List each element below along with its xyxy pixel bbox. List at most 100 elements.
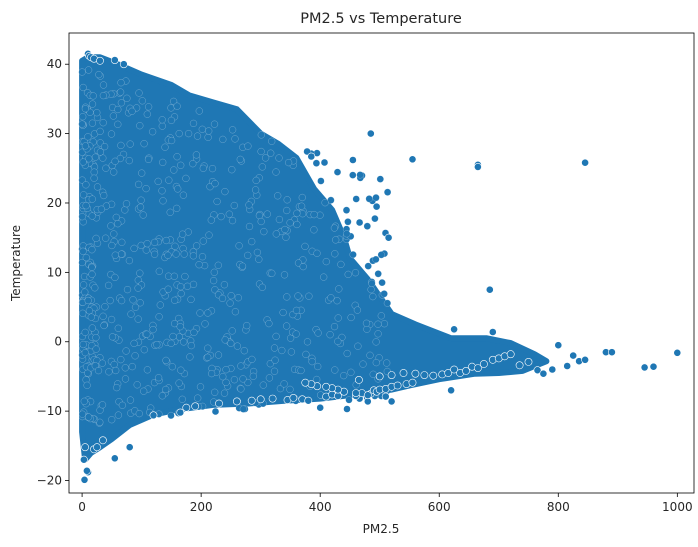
cloud-point xyxy=(79,158,87,166)
cloud-point xyxy=(112,366,120,375)
cloud-point xyxy=(82,253,90,262)
cloud-point xyxy=(226,299,234,307)
cloud-point xyxy=(78,68,86,76)
cloud-point xyxy=(302,350,310,359)
data-point xyxy=(375,372,384,381)
cloud-point xyxy=(150,250,159,258)
cloud-point xyxy=(303,147,311,156)
cloud-point xyxy=(208,164,217,173)
cloud-point xyxy=(372,338,380,346)
cloud-point xyxy=(380,320,389,328)
cloud-point xyxy=(327,294,335,302)
cloud-point xyxy=(110,360,118,369)
x-tick-label: 600 xyxy=(428,500,451,514)
cloud-point xyxy=(231,308,240,316)
data-point xyxy=(524,357,533,366)
cloud-point xyxy=(301,242,309,251)
cloud-point xyxy=(130,339,138,348)
cloud-point xyxy=(86,108,94,116)
cloud-point xyxy=(182,174,190,183)
cloud-point xyxy=(128,107,136,115)
cloud-point xyxy=(293,220,301,229)
chart-title: PM2.5 vs Temperature xyxy=(300,11,462,27)
cloud-point xyxy=(167,411,175,420)
cloud-point xyxy=(150,238,159,247)
cloud-point xyxy=(88,195,96,203)
cloud-point xyxy=(331,366,339,374)
x-axis-ticks: 0 200 400 600 800 1000 xyxy=(78,493,693,514)
cloud-point xyxy=(78,410,87,418)
data-point xyxy=(539,369,548,378)
data-point xyxy=(399,369,408,377)
cloud-point xyxy=(334,314,342,322)
data-point xyxy=(247,396,256,405)
cloud-point xyxy=(100,321,108,330)
data-point xyxy=(408,378,417,387)
cloud-point xyxy=(91,153,100,161)
cloud-point xyxy=(344,270,352,279)
cloud-point xyxy=(377,251,385,259)
cloud-point xyxy=(167,136,176,145)
cloud-point xyxy=(347,313,355,322)
cloud-point xyxy=(293,209,301,217)
cloud-point xyxy=(354,342,362,350)
cloud-point xyxy=(164,251,172,259)
cloud-point xyxy=(279,308,287,317)
cloud-point xyxy=(142,184,150,193)
cloud-point xyxy=(278,346,286,355)
cloud-point xyxy=(100,142,109,151)
cloud-point xyxy=(187,295,195,304)
cloud-point xyxy=(286,219,294,227)
cloud-point xyxy=(204,133,212,141)
cloud-point xyxy=(111,273,119,282)
cloud-point xyxy=(164,285,172,293)
cloud-point xyxy=(283,196,291,204)
cloud-point xyxy=(172,250,180,258)
cloud-point xyxy=(374,330,382,338)
data-point xyxy=(608,348,616,357)
cloud-point xyxy=(237,362,245,370)
cloud-point xyxy=(92,345,100,353)
cloud-point xyxy=(205,231,213,239)
cloud-point xyxy=(83,381,91,389)
cloud-point xyxy=(134,180,143,189)
cloud-point xyxy=(372,358,380,367)
cloud-point xyxy=(118,238,126,246)
data-point xyxy=(462,366,470,375)
cloud-point xyxy=(207,369,216,378)
data-point xyxy=(479,360,488,368)
cloud-point xyxy=(374,320,382,328)
cloud-point xyxy=(79,191,88,199)
cloud-point xyxy=(365,195,373,203)
cloud-point xyxy=(372,202,381,211)
cloud-point xyxy=(321,199,329,207)
cloud-point xyxy=(107,222,115,230)
cloud-point xyxy=(331,250,339,258)
cloud-point xyxy=(88,119,97,127)
cloud-point xyxy=(267,149,275,157)
cloud-point xyxy=(92,234,100,243)
cloud-point xyxy=(317,177,325,185)
cloud-point xyxy=(166,208,174,216)
cloud-point xyxy=(248,355,256,364)
data-point xyxy=(563,362,572,370)
cloud-point xyxy=(272,332,280,341)
cloud-point xyxy=(260,227,268,236)
cloud-point xyxy=(114,105,122,114)
cloud-point xyxy=(228,327,236,335)
cloud-point xyxy=(148,128,157,136)
data-point xyxy=(450,365,458,374)
cloud-point xyxy=(175,379,183,387)
cloud-point xyxy=(383,359,391,367)
cloud-point xyxy=(201,320,209,328)
cloud-point xyxy=(237,385,245,393)
cloud-point xyxy=(117,250,126,258)
cloud-point xyxy=(305,292,313,300)
cloud-point xyxy=(89,92,97,100)
cloud-point xyxy=(81,328,89,337)
cloud-point xyxy=(121,206,129,214)
cloud-point xyxy=(81,288,89,296)
cloud-point xyxy=(130,244,138,253)
cloud-point xyxy=(222,378,230,387)
cloud-point xyxy=(356,171,364,179)
